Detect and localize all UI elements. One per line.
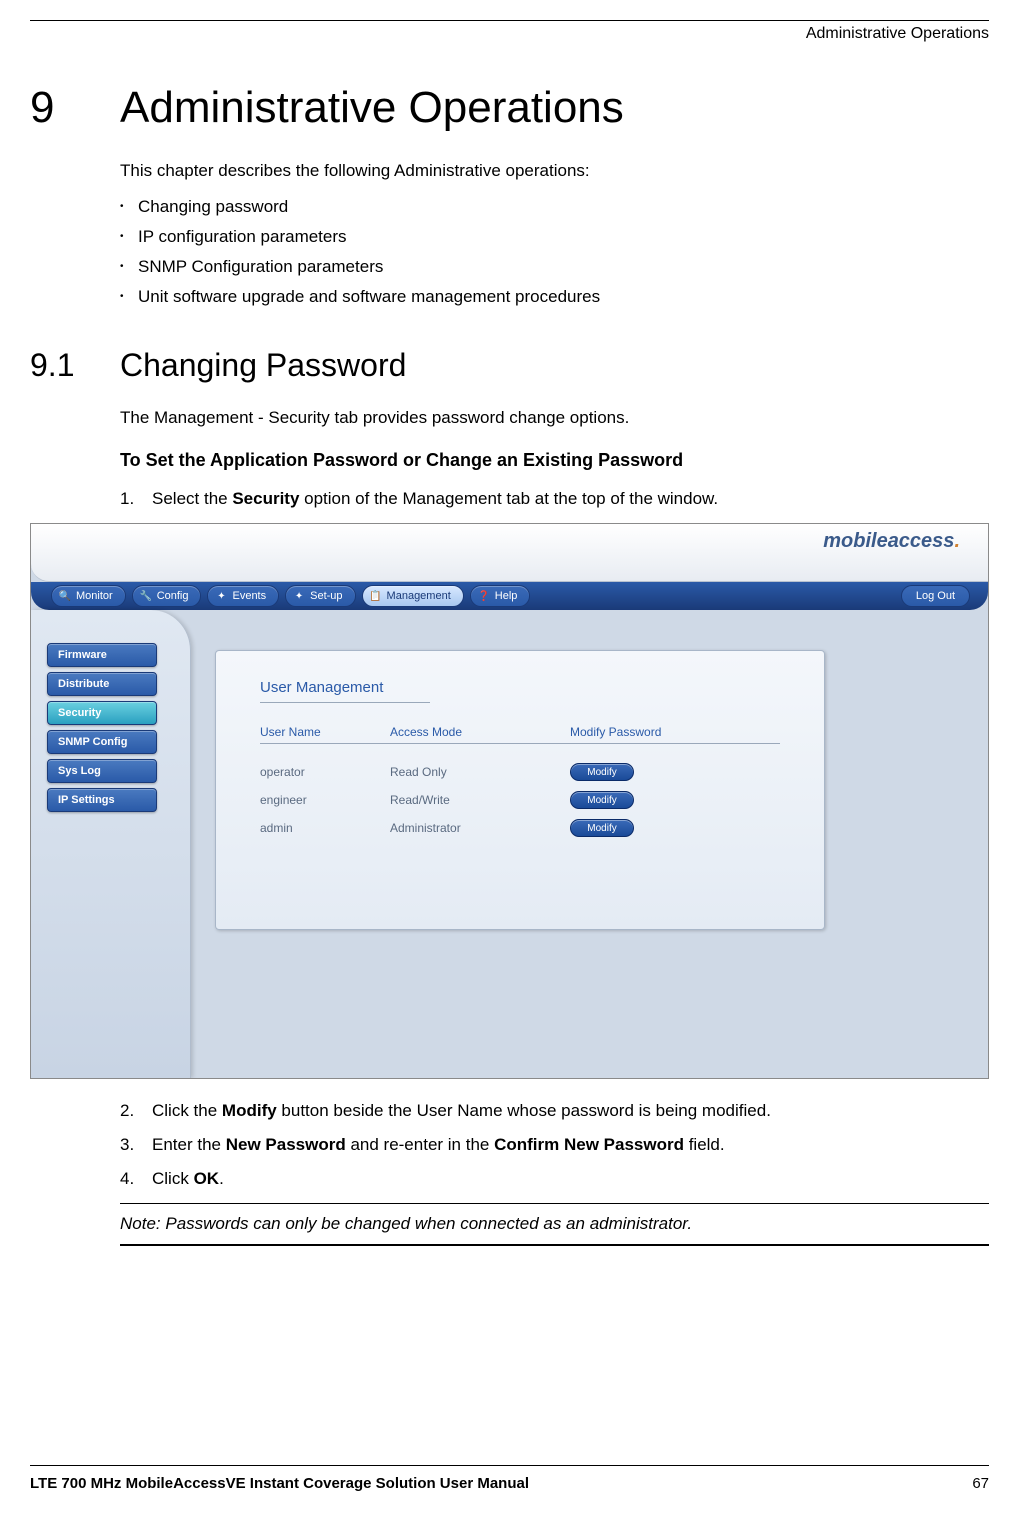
logo-text: mobileaccess xyxy=(823,530,954,552)
table-row: operator Read Only Modify xyxy=(260,758,780,786)
cell-user: engineer xyxy=(260,793,390,807)
user-management-panel: User Management User Name Access Mode Mo… xyxy=(215,650,825,930)
text: field. xyxy=(684,1135,725,1154)
col-accessmode: Access Mode xyxy=(390,725,570,739)
table-row: engineer Read/Write Modify xyxy=(260,786,780,814)
text: Select the xyxy=(152,489,232,508)
sidebar-item-firmware[interactable]: Firmware xyxy=(47,643,157,667)
config-icon: 🔧 xyxy=(139,589,153,603)
list-item: Unit software upgrade and software manag… xyxy=(120,287,989,307)
logout-label: Log Out xyxy=(916,590,955,602)
text: Click the xyxy=(152,1101,222,1120)
cell-mode: Read/Write xyxy=(390,793,570,807)
chapter-title: Administrative Operations xyxy=(120,83,624,133)
sidebar-item-security[interactable]: Security xyxy=(47,701,157,725)
tab-label: Help xyxy=(495,590,518,602)
modify-button[interactable]: Modify xyxy=(570,763,634,781)
sidebar-item-ipsettings[interactable]: IP Settings xyxy=(47,788,157,812)
col-modifypassword: Modify Password xyxy=(570,725,780,739)
cell-mode: Read Only xyxy=(390,765,570,779)
tab-label: Set-up xyxy=(310,590,342,602)
list-item: Changing password xyxy=(120,197,989,217)
modify-button[interactable]: Modify xyxy=(570,819,634,837)
bullet-list: Changing password IP configuration param… xyxy=(120,197,989,307)
step-item: Click OK. xyxy=(120,1169,989,1189)
help-icon: ❓ xyxy=(477,589,491,603)
tab-label: Management xyxy=(387,590,451,602)
tab-management[interactable]: 📋 Management xyxy=(362,585,464,607)
sidebar-item-snmp[interactable]: SNMP Config xyxy=(47,730,157,754)
sidebar: Firmware Distribute Security SNMP Config… xyxy=(31,610,191,1078)
section-number: 9.1 xyxy=(30,347,120,384)
footer: LTE 700 MHz MobileAccessVE Instant Cover… xyxy=(30,1475,989,1492)
logout-button[interactable]: Log Out xyxy=(901,585,970,607)
app-topbar: mobileaccess. xyxy=(31,524,988,582)
section-heading: 9.1 Changing Password xyxy=(30,347,989,384)
table-row: admin Administrator Modify xyxy=(260,814,780,842)
tab-setup[interactable]: ✦ Set-up xyxy=(285,585,355,607)
sidebar-item-distribute[interactable]: Distribute xyxy=(47,672,157,696)
events-icon: ✦ xyxy=(214,589,228,603)
tab-events[interactable]: ✦ Events xyxy=(207,585,279,607)
panel-title: User Management xyxy=(260,679,430,703)
list-item: SNMP Configuration parameters xyxy=(120,257,989,277)
chapter-heading: 9 Administrative Operations xyxy=(30,83,989,133)
intro-paragraph: This chapter describes the following Adm… xyxy=(120,161,989,181)
text: Click xyxy=(152,1169,194,1188)
tab-config[interactable]: 🔧 Config xyxy=(132,585,202,607)
tab-label: Events xyxy=(232,590,266,602)
text: option of the Management tab at the top … xyxy=(299,489,718,508)
step-item: Click the Modify button beside the User … xyxy=(120,1101,989,1121)
list-item: IP configuration parameters xyxy=(120,227,989,247)
tab-help[interactable]: ❓ Help xyxy=(470,585,531,607)
note-box: Note: Passwords can only be changed when… xyxy=(120,1203,989,1246)
logo: mobileaccess. xyxy=(823,530,960,553)
page-number: 67 xyxy=(972,1475,989,1492)
bold-text: Confirm New Password xyxy=(494,1135,684,1154)
paragraph: The Management - Security tab provides p… xyxy=(120,408,989,428)
footer-rule xyxy=(30,1465,989,1466)
bold-text: New Password xyxy=(226,1135,346,1154)
sidebar-item-syslog[interactable]: Sys Log xyxy=(47,759,157,783)
step-list: Select the Security option of the Manage… xyxy=(120,489,989,509)
text: button beside the User Name whose passwo… xyxy=(277,1101,771,1120)
modify-button[interactable]: Modify xyxy=(570,791,634,809)
tab-label: Config xyxy=(157,590,189,602)
cell-user: operator xyxy=(260,765,390,779)
bold-text: Security xyxy=(232,489,299,508)
step-item: Enter the New Password and re-enter in t… xyxy=(120,1135,989,1155)
procedure-heading: To Set the Application Password or Chang… xyxy=(120,450,989,471)
tab-monitor[interactable]: 🔍 Monitor xyxy=(51,585,126,607)
section-title: Changing Password xyxy=(120,347,406,384)
management-icon: 📋 xyxy=(369,589,383,603)
text: and re-enter in the xyxy=(346,1135,494,1154)
tab-label: Monitor xyxy=(76,590,113,602)
table-header: User Name Access Mode Modify Password xyxy=(260,725,780,744)
user-table: User Name Access Mode Modify Password op… xyxy=(260,725,780,842)
col-username: User Name xyxy=(260,725,390,739)
text: . xyxy=(219,1169,224,1188)
text: Enter the xyxy=(152,1135,226,1154)
bold-text: Modify xyxy=(222,1101,277,1120)
footer-title: LTE 700 MHz MobileAccessVE Instant Cover… xyxy=(30,1475,529,1492)
step-list-cont: Click the Modify button beside the User … xyxy=(120,1101,989,1189)
step-item: Select the Security option of the Manage… xyxy=(120,489,989,509)
chapter-number: 9 xyxy=(30,83,120,133)
running-header: Administrative Operations xyxy=(30,21,989,63)
app-screenshot: mobileaccess. 🔍 Monitor 🔧 Config ✦ Events ✦… xyxy=(30,523,989,1079)
monitor-icon: 🔍 xyxy=(58,589,72,603)
cell-mode: Administrator xyxy=(390,821,570,835)
app-body: Firmware Distribute Security SNMP Config… xyxy=(31,610,988,1078)
app-tabbar: 🔍 Monitor 🔧 Config ✦ Events ✦ Set-up 📋 Manage… xyxy=(31,582,988,610)
bold-text: OK xyxy=(194,1169,220,1188)
content-area: User Management User Name Access Mode Mo… xyxy=(191,610,988,1078)
setup-icon: ✦ xyxy=(292,589,306,603)
cell-user: admin xyxy=(260,821,390,835)
